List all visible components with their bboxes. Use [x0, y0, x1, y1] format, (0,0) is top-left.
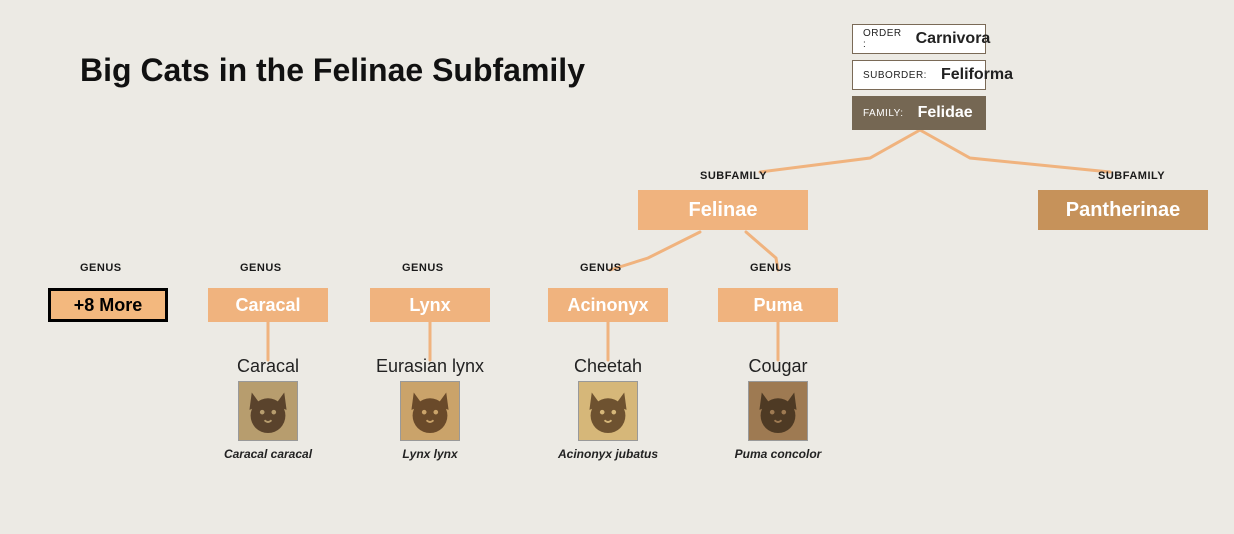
hierarchy-key: ORDER :	[863, 28, 902, 50]
cat-icon	[239, 382, 297, 440]
genus-box-puma[interactable]: Puma	[718, 288, 838, 322]
rank-label: GENUS	[580, 262, 622, 274]
tree-edge	[610, 232, 700, 270]
more-button[interactable]: +8 More	[48, 288, 168, 322]
rank-label: GENUS	[80, 262, 122, 274]
species-sp-cheetah: Cheetah Acinonyx jubatus	[538, 356, 678, 461]
rank-label: GENUS	[402, 262, 444, 274]
species-thumb[interactable]	[748, 381, 808, 441]
species-sp-cougar: Cougar Puma concolor	[708, 356, 848, 461]
cat-icon	[579, 382, 637, 440]
species-scientific-name: Caracal caracal	[198, 447, 338, 461]
species-common-name: Cougar	[708, 356, 848, 377]
cat-icon	[749, 382, 807, 440]
hierarchy-value: Feliforma	[941, 66, 1013, 84]
species-scientific-name: Puma concolor	[708, 447, 848, 461]
hierarchy-card: ORDER :Carnivora	[852, 24, 986, 54]
subfamily-box-pantherinae[interactable]: Pantherinae	[1038, 190, 1208, 230]
tree-edge	[760, 130, 920, 172]
species-thumb[interactable]	[238, 381, 298, 441]
species-sp-lynx: Eurasian lynx Lynx lynx	[360, 356, 500, 461]
rank-label: SUBFAMILY	[1098, 170, 1165, 182]
rank-label: GENUS	[240, 262, 282, 274]
page-title: Big Cats in the Felinae Subfamily	[80, 52, 585, 89]
species-common-name: Caracal	[198, 356, 338, 377]
genus-box-caracal[interactable]: Caracal	[208, 288, 328, 322]
hierarchy-key: FAMILY:	[863, 108, 904, 119]
species-scientific-name: Acinonyx jubatus	[538, 447, 678, 461]
species-scientific-name: Lynx lynx	[360, 447, 500, 461]
hierarchy-value: Felidae	[918, 104, 973, 122]
genus-box-lynx[interactable]: Lynx	[370, 288, 490, 322]
hierarchy-card: FAMILY: Felidae	[852, 96, 986, 130]
species-thumb[interactable]	[578, 381, 638, 441]
species-sp-caracal: Caracal Caracal caracal	[198, 356, 338, 461]
rank-label: SUBFAMILY	[700, 170, 767, 182]
rank-label: GENUS	[750, 262, 792, 274]
species-common-name: Eurasian lynx	[360, 356, 500, 377]
species-thumb[interactable]	[400, 381, 460, 441]
hierarchy-key: SUBORDER:	[863, 70, 927, 81]
species-common-name: Cheetah	[538, 356, 678, 377]
hierarchy-card: SUBORDER:Feliforma	[852, 60, 986, 90]
subfamily-box-felinae[interactable]: Felinae	[638, 190, 808, 230]
tree-edge	[920, 130, 1110, 172]
hierarchy-value: Carnivora	[916, 30, 991, 48]
cat-icon	[401, 382, 459, 440]
genus-box-acinonyx[interactable]: Acinonyx	[548, 288, 668, 322]
